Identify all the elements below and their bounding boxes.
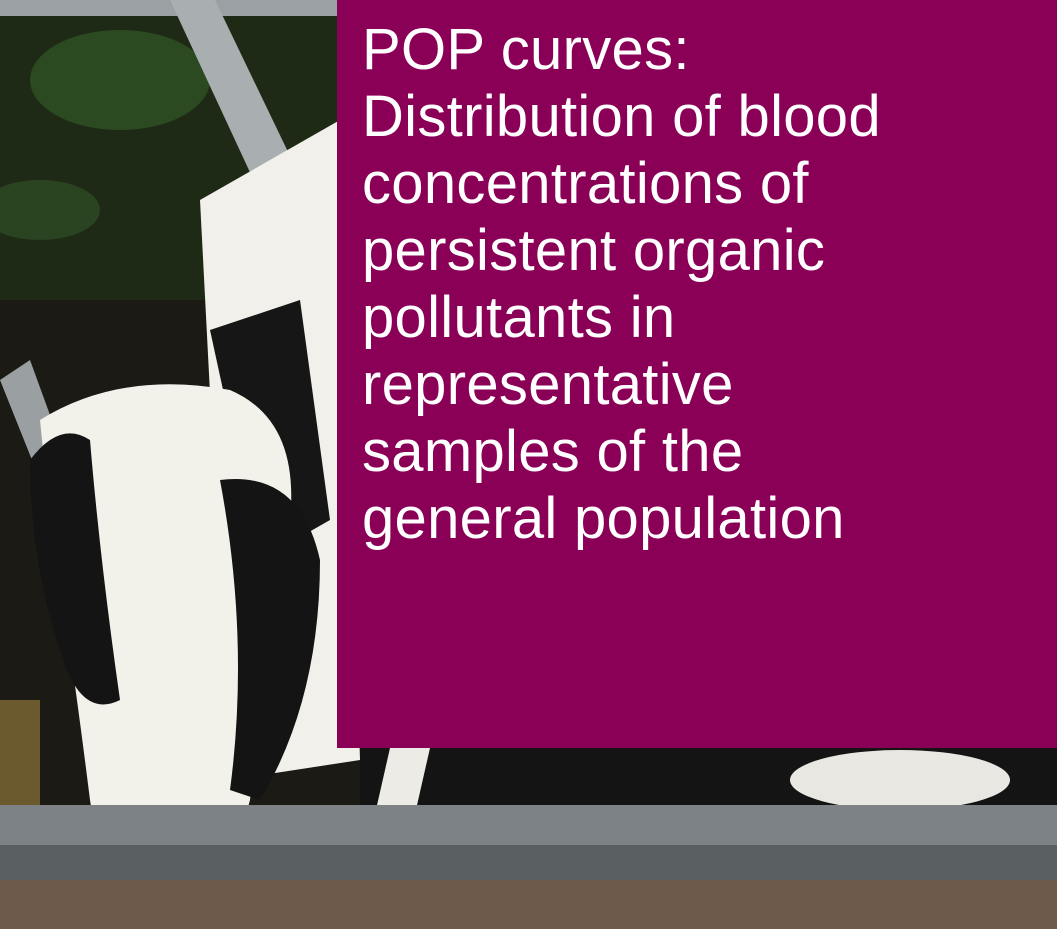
title-line: representative <box>362 351 1057 418</box>
title-box: POP curves: Distribution of blood concen… <box>337 0 1057 748</box>
title-line: persistent organic <box>362 217 1057 284</box>
title-line: general population <box>362 485 1057 552</box>
page: {"title": {"lines": ["POP curves:", "Dis… <box>0 0 1057 929</box>
title-line: samples of the <box>362 418 1057 485</box>
title-line: POP curves: <box>362 16 1057 83</box>
title-line: Distribution of blood <box>362 83 1057 150</box>
title-line: concentrations of <box>362 150 1057 217</box>
title-line: pollutants in <box>362 284 1057 351</box>
